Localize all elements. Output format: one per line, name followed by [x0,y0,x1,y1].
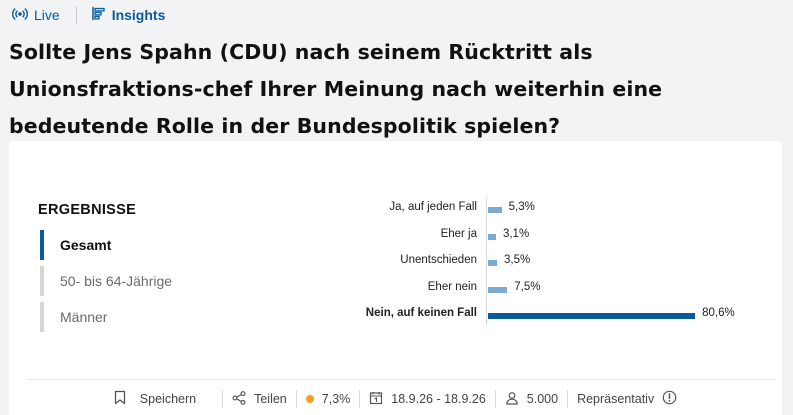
share-label: Teilen [254,392,287,406]
filter-indicator [40,302,44,332]
nav-divider [75,6,77,24]
nav-insights[interactable]: Insights [91,6,166,24]
insights-icon [91,6,106,24]
top-navigation: Live Insights [12,4,165,26]
footer-separator [567,390,569,408]
representative-label: Repräsentativ [577,392,655,406]
chart-row: Nein, auf keinen Fall 80,6% [309,305,779,325]
chart-bar [488,207,502,213]
survey-period: 18.9.26 - 18.9.26 [369,391,486,408]
results-bar-chart: Ja, auf jeden Fall 5,3% Eher ja 3,1% Unentsc… [309,197,779,327]
chart-bar [488,286,508,293]
participants: 5.000 [505,391,558,408]
filter-indicator [40,230,44,260]
filter-age-50-64[interactable]: 50- bis 64-Jährige [40,266,240,296]
chart-axis-line [486,197,487,325]
save-label: Speichern [139,392,197,406]
chart-value-label: 5,3% [508,201,535,213]
info-icon[interactable] [662,390,677,408]
chart-category-label: Unentschieden [400,254,477,266]
filter-maenner[interactable]: Männer [40,302,240,332]
save-button[interactable]: Speichern [114,390,196,408]
footer-separator [359,390,361,408]
footer-separator [494,390,496,408]
footer-separator [222,390,224,408]
status-dot [305,395,314,403]
chart-value-label: 7,5% [514,280,541,293]
person-icon [505,391,519,408]
chart-bar [488,233,496,240]
chart-bar [488,260,497,266]
nav-live-label: Live [34,7,60,23]
poll-question: Sollte Jens Spahn (CDU) nach seinem Rück… [9,40,663,138]
period-value: 18.9.26 - 18.9.26 [391,392,486,406]
nav-insights-label: Insights [111,7,166,23]
margin-value: 7,3% [321,392,351,406]
filter-label: 50- bis 64-Jährige [60,273,173,289]
filter-gesamt[interactable]: Gesamt [40,230,240,260]
chart-category-label: Nein, auf keinen Fall [365,307,477,319]
chart-value-label: 3,1% [502,227,530,240]
chart-bar [488,313,696,319]
filter-label: Männer [60,309,108,325]
calendar-icon [369,391,383,408]
footer-divider [27,379,775,380]
chart-value-label: 3,5% [503,254,531,266]
nav-live[interactable]: Live [12,7,60,24]
results-title: ERGEBNISSE [38,202,137,218]
representative-info: Repräsentativ [577,390,677,408]
filter-indicator [40,266,44,296]
participants-value: 5.000 [526,392,559,406]
chart-row: Eher nein 7,5% [309,279,779,299]
bookmark-icon [114,390,126,408]
chart-value-label: 80,6% [702,307,735,319]
chart-category-label: Eher ja [440,227,477,240]
chart-category-label: Ja, auf jeden Fall [389,201,477,213]
margin-of-error: 7,3% [305,392,351,406]
chart-row: Eher ja 3,1% [309,226,779,246]
footer-separator [295,390,297,408]
share-icon [232,390,246,408]
poll-footer: Speichern Teilen 7,3% [9,388,782,410]
broadcast-icon [12,7,28,24]
chart-row: Ja, auf jeden Fall 5,3% [309,199,779,219]
results-card: ERGEBNISSE Gesamt 50- bis 64-Jährige Män… [9,141,782,415]
share-button[interactable]: Teilen [232,390,287,408]
chart-row: Unentschieden 3,5% [309,252,779,272]
filter-label: Gesamt [60,237,112,253]
chart-category-label: Eher nein [427,280,477,293]
